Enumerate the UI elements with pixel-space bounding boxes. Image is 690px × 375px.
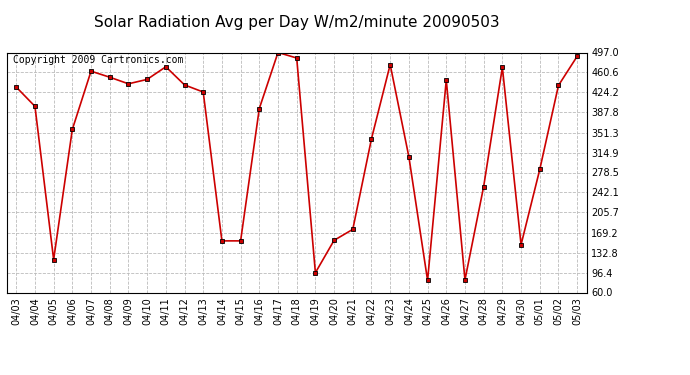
- Text: Copyright 2009 Cartronics.com: Copyright 2009 Cartronics.com: [12, 55, 183, 65]
- Text: Solar Radiation Avg per Day W/m2/minute 20090503: Solar Radiation Avg per Day W/m2/minute …: [94, 15, 500, 30]
